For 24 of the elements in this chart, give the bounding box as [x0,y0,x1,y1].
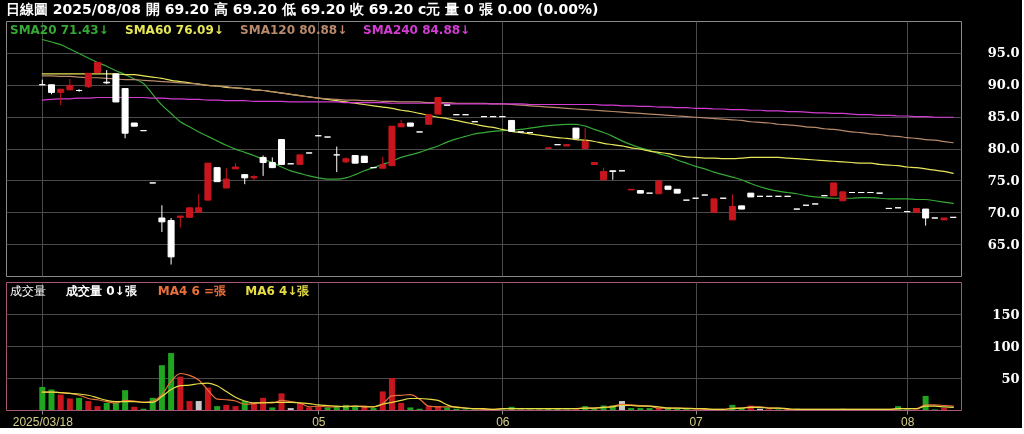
x-tick-label: 06 [496,414,510,429]
chart-title: 日線圖 2025/08/08 開 69.20 高 69.20 低 69.20 收 69.20 c元 量 0 張 0.00 (0.00%) [6,1,599,17]
y-tick-label: 150 [992,306,1020,322]
y-tick-label: 85.0 [987,109,1020,125]
text: MA6 4↓張 [245,284,311,298]
x-tick-label: 07 [689,414,704,429]
y-tick-label: 75.0 [987,172,1020,188]
y-tick-label: 95.0 [987,45,1020,61]
y-tick-label: 65.0 [987,236,1020,252]
chart-title: 成交量 [10,284,46,298]
y-tick-label: 80.0 [987,141,1020,156]
text: MA4 6 =張 [157,284,228,298]
annotation: 成交量 0↓張 [65,284,138,298]
x-tick-label: 05 [312,414,326,429]
series-label: SMA20 71.43↓ [10,23,109,37]
y-tick-label: 70.0 [987,204,1020,220]
text: SMA60 76.09↓ [125,23,224,37]
text: SMA240 84.88↓ [363,23,471,37]
x-tick-label: 08 [901,414,915,429]
y-tick-label: 100 [992,338,1020,354]
y-tick-label: 50 [1001,370,1020,386]
text: SMA120 80.88↓ [240,23,348,37]
x-tick-label: 2025/03/18 [12,414,74,429]
y-tick-label: 90.0 [987,77,1020,93]
